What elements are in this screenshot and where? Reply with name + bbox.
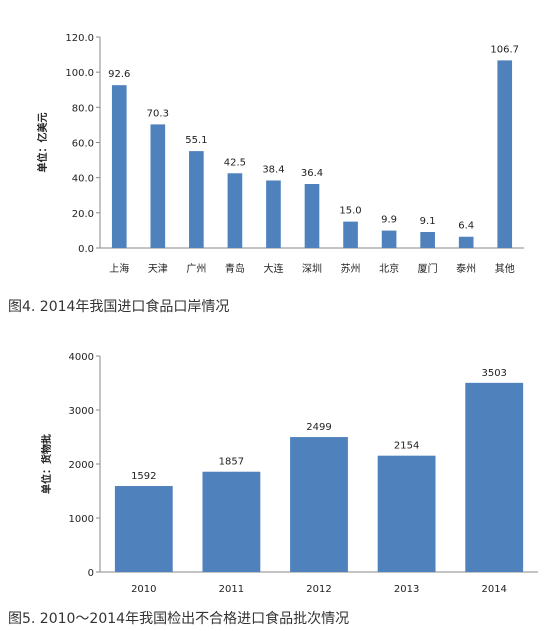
data-label: 1592 xyxy=(131,471,156,482)
bar xyxy=(227,173,243,248)
x-tick-label: 大连 xyxy=(263,262,283,275)
data-label: 2154 xyxy=(394,441,419,452)
y-axis-title: 单位：货物批 xyxy=(40,434,53,494)
data-label: 38.4 xyxy=(262,164,284,175)
y-tick-label: 120.0 xyxy=(65,33,94,44)
bar xyxy=(150,124,166,248)
bar xyxy=(290,437,348,572)
data-label: 1857 xyxy=(219,457,244,468)
data-label: 36.4 xyxy=(301,168,323,179)
y-tick-label: 20.0 xyxy=(72,209,94,220)
x-tick-label: 苏州 xyxy=(341,262,361,275)
unqualified-batches-chart: 0 1000 2000 3000 4000 单位：货物批 1592 2010 1857 2011 2… xyxy=(40,352,538,595)
bar xyxy=(343,221,358,248)
y-tick-label: 2000 xyxy=(69,460,94,471)
y-tick-label: 0.0 xyxy=(78,244,94,255)
bar xyxy=(114,486,173,572)
bar xyxy=(458,236,474,248)
data-label: 92.6 xyxy=(108,69,130,80)
figure-5-caption: 图5. 2010～2014年我国检出不合格进口食品批次情况 xyxy=(8,611,350,627)
data-label: 15.0 xyxy=(339,206,361,217)
x-tick-label: 2014 xyxy=(481,584,506,595)
data-label: 106.7 xyxy=(490,44,519,55)
bar xyxy=(377,455,436,572)
bar xyxy=(266,180,281,248)
bar xyxy=(381,230,397,248)
bar xyxy=(304,183,320,248)
data-label: 6.4 xyxy=(458,221,474,232)
bar xyxy=(189,151,204,248)
x-tick-label: 厦门 xyxy=(418,262,438,275)
data-label: 3503 xyxy=(481,368,506,379)
bar xyxy=(420,231,435,248)
x-tick-label: 2010 xyxy=(131,584,156,595)
x-tick-label: 深圳 xyxy=(302,263,322,275)
data-label: 9.9 xyxy=(381,215,397,226)
x-tick-label: 上海 xyxy=(109,262,129,275)
data-label: 2499 xyxy=(306,422,331,433)
import-port-chart: 0.0 20.0 40.0 60.0 80.0 100.0 120.0 单位：亿美元 92.6 上… xyxy=(36,33,524,275)
bar xyxy=(202,471,261,572)
x-tick-label: 2011 xyxy=(219,584,244,595)
x-tick-label: 其他 xyxy=(495,262,515,275)
y-tick-label: 0 xyxy=(88,568,94,579)
bar xyxy=(465,382,524,572)
y-tick-label: 4000 xyxy=(69,352,94,363)
y-axis-title: 单位：亿美元 xyxy=(36,113,49,173)
x-tick-label: 2012 xyxy=(306,584,331,595)
bar xyxy=(111,85,127,248)
y-tick-label: 80.0 xyxy=(72,103,94,114)
x-tick-label: 泰州 xyxy=(456,262,476,275)
y-tick-label: 40.0 xyxy=(72,174,94,185)
y-tick-label: 3000 xyxy=(69,406,94,417)
y-tick-label: 60.0 xyxy=(72,139,94,150)
figure-4: 0.0 20.0 40.0 60.0 80.0 100.0 120.0 单位：亿美元 92.6 上… xyxy=(8,33,524,315)
x-tick-label: 青岛 xyxy=(225,262,245,275)
x-tick-label: 天津 xyxy=(148,263,168,275)
data-label: 9.1 xyxy=(420,216,436,227)
y-tick-label: 1000 xyxy=(69,514,94,525)
x-tick-label: 2013 xyxy=(394,584,419,595)
x-tick-label: 北京 xyxy=(379,262,399,275)
figure-5: 0 1000 2000 3000 4000 单位：货物批 1592 2010 1857 2011 2… xyxy=(0,336,556,631)
bar xyxy=(497,60,513,248)
data-label: 55.1 xyxy=(185,135,207,146)
figure-4-caption: 图4. 2014年我国进口食品口岸情况 xyxy=(8,299,230,315)
data-label: 42.5 xyxy=(224,157,246,168)
data-label: 70.3 xyxy=(147,108,169,119)
x-tick-label: 广州 xyxy=(186,263,206,275)
y-tick-label: 100.0 xyxy=(65,68,94,79)
